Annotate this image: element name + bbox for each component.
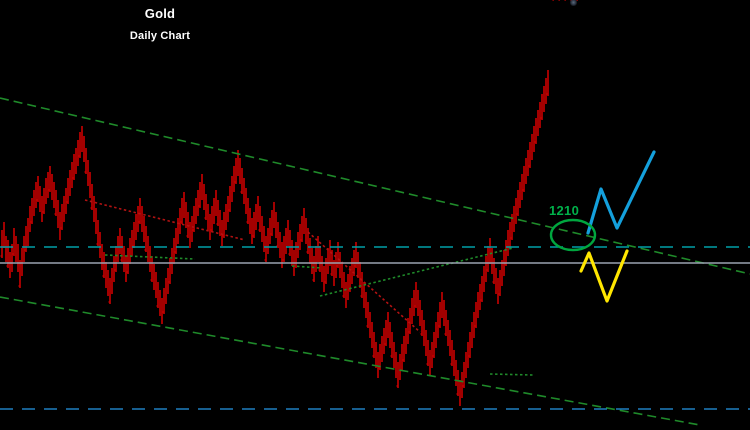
price-level-ellipse xyxy=(549,218,597,252)
price-level-annotation: 1210 xyxy=(549,203,580,218)
inner-resistance-2 xyxy=(307,231,421,333)
inner-resistance-1 xyxy=(84,199,246,241)
trendlines-layer xyxy=(0,97,750,426)
inner-support-1 xyxy=(104,254,196,260)
inner-support-3 xyxy=(319,247,514,297)
bullish-forecast xyxy=(586,150,656,235)
bearish-forecast xyxy=(579,249,629,303)
channel-lower xyxy=(0,296,701,426)
inner-support-4 xyxy=(489,373,534,376)
annotations-layer xyxy=(549,218,597,252)
price-bars-layer xyxy=(0,0,578,406)
channel-upper xyxy=(0,97,750,275)
forecast-paths-layer xyxy=(579,150,656,303)
horizontal-levels-layer xyxy=(0,246,750,410)
cursor-artifact xyxy=(570,0,577,6)
inner-support-2 xyxy=(291,265,323,269)
